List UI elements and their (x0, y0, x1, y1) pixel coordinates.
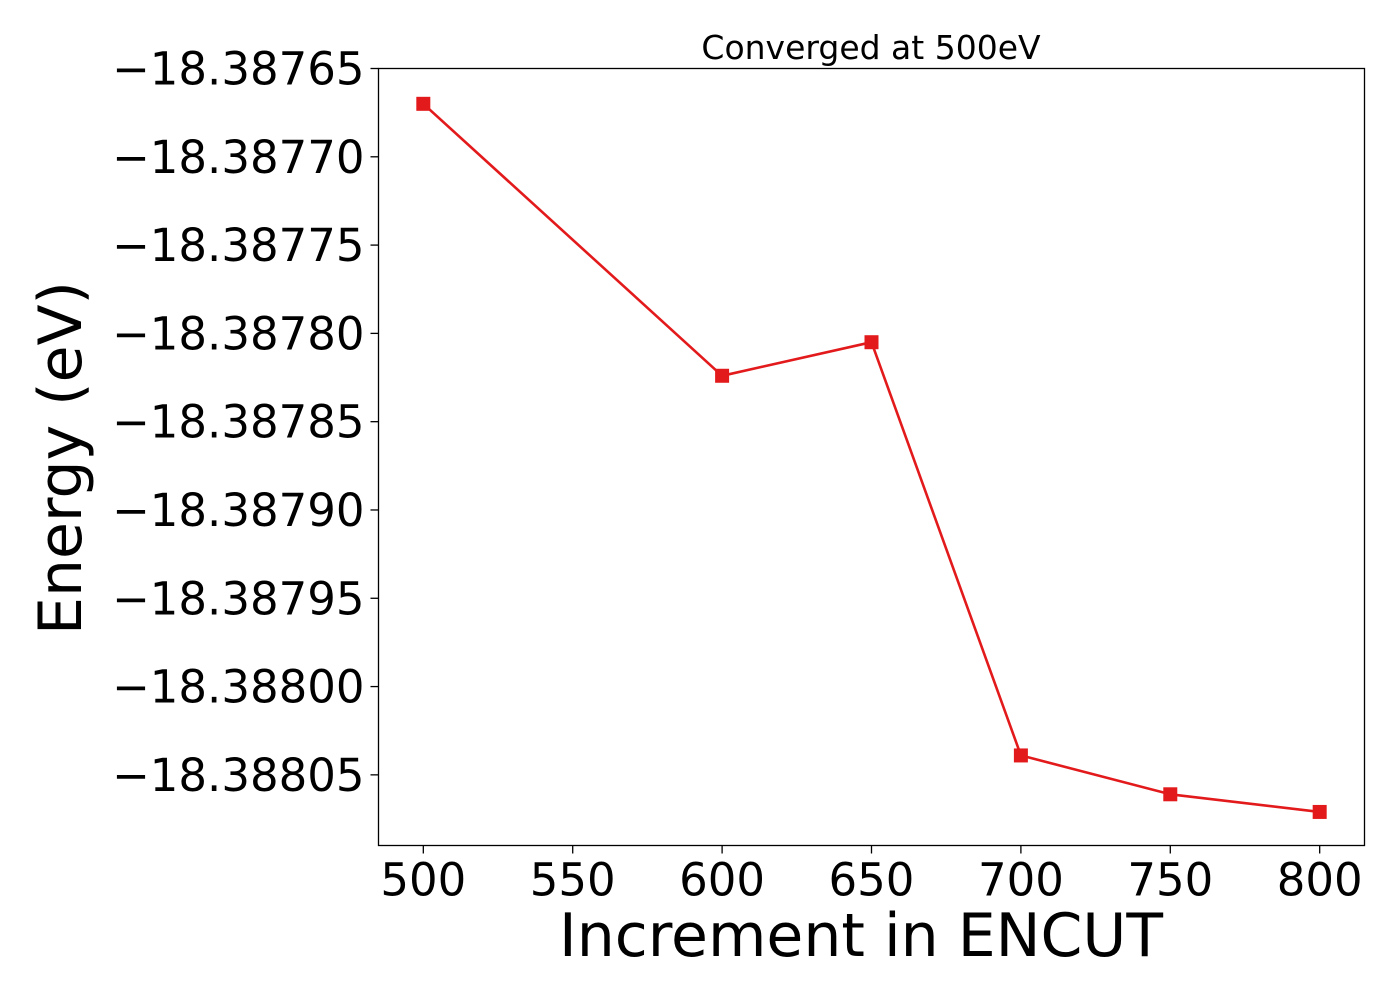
x-tick-label: 800 (1277, 854, 1363, 907)
x-axis-label: Increment in ENCUT (559, 901, 1163, 971)
x-tick-label: 550 (530, 854, 616, 907)
x-tick-label: 600 (679, 854, 765, 907)
y-tick-label: −18.38795 (112, 572, 364, 625)
data-point (864, 335, 879, 350)
chart-title: Converged at 500eV (701, 28, 1041, 67)
plot-frame (377, 67, 1366, 847)
y-axis-ticks: −18.38765 −18.38770 −18.38775 −18.38780 −18.… (112, 43, 379, 802)
data-point (1013, 748, 1028, 763)
y-axis-label: Energy (eV) (26, 281, 96, 635)
x-tick-label: 650 (829, 854, 915, 907)
y-tick-label: −18.38785 (112, 396, 364, 449)
data-point (416, 96, 431, 111)
x-tick-label: 750 (1127, 854, 1213, 907)
x-axis-ticks: 500 550 600 650 700 750 800 (380, 845, 1363, 907)
y-tick-label: −18.38765 (112, 43, 364, 96)
y-tick-label: −18.38790 (112, 484, 364, 537)
data-point (1163, 787, 1178, 802)
y-tick-label: −18.38770 (112, 131, 364, 184)
data-point (1312, 804, 1327, 819)
x-tick-label: 700 (978, 854, 1064, 907)
y-tick-label: −18.38780 (112, 307, 364, 360)
y-tick-label: −18.38800 (112, 661, 364, 714)
series-layer (416, 96, 1327, 819)
x-tick-label: 500 (380, 854, 466, 907)
y-tick-label: −18.38775 (112, 219, 364, 272)
series-line (422, 102, 1320, 814)
data-point (715, 368, 730, 383)
y-tick-label: −18.38805 (112, 749, 364, 802)
